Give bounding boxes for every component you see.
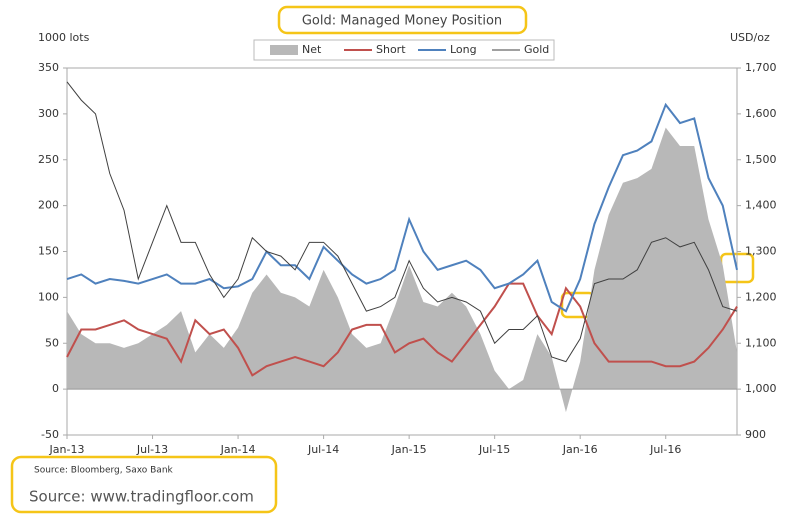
y2-tick-label: 1,300 [745,245,777,258]
y-tick-label: -50 [41,428,59,441]
y2-tick-label: 900 [745,428,766,441]
x-tick-label: Jul-15 [478,443,510,456]
chart-title: Gold: Managed Money Position [302,14,502,29]
y-tick-label: 300 [38,107,59,120]
x-tick-label: Jul-13 [136,443,168,456]
legend-label: Net [302,43,322,56]
x-tick-label: Jul-16 [649,443,681,456]
y-tick-label: 50 [45,336,59,349]
y-tick-label: 250 [38,153,59,166]
y2-tick-label: 1,600 [745,107,777,120]
x-tick-label: Jan-14 [220,443,256,456]
y-tick-label: 100 [38,290,59,303]
y2-tick-label: 1,100 [745,336,777,349]
y2-tick-label: 1,000 [745,382,777,395]
source-text: Source: Bloomberg, Saxo Bank [34,466,174,476]
legend-label: Short [376,43,406,56]
series-line [66,102,738,313]
y-axis-label: 1000 lots [38,31,90,44]
x-tick-label: Jan-16 [562,443,598,456]
y2-axis-label: USD/oz [730,31,770,44]
y2-tick-label: 1,200 [745,290,777,303]
y-tick-label: 150 [38,245,59,258]
series-line [66,81,738,363]
legend-swatch [270,45,298,55]
x-tick-label: Jan-13 [49,443,85,456]
y2-tick-label: 1,700 [745,61,777,74]
x-tick-label: Jan-15 [391,443,427,456]
legend-label: Long [450,43,477,56]
legend-box [253,39,555,61]
y-tick-label: 0 [52,382,59,395]
y2-tick-label: 1,500 [745,153,777,166]
legend-label: Gold [524,43,549,56]
source-highlight [10,455,278,514]
credit-text: Source: www.tradingfloor.com [29,488,254,506]
legend: Net Short Long Gold [270,43,549,56]
net-area [67,127,737,413]
y-tick-label: 200 [38,199,59,212]
series-line [66,282,738,377]
y2-tick-label: 1,400 [745,199,777,212]
x-tick-label: Jul-14 [307,443,339,456]
y-tick-label: 350 [38,61,59,74]
title-highlight [277,5,528,35]
